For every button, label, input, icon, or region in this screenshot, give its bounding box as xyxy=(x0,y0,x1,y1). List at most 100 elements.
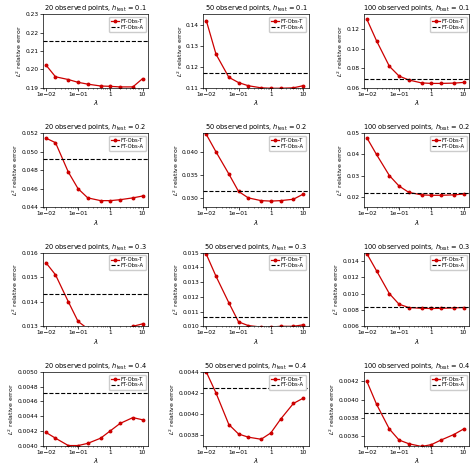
FT-Obs-T xyxy=(226,171,232,177)
Legend: FT-Obs-T, FT-Obs-A: FT-Obs-T, FT-Obs-A xyxy=(109,136,146,151)
FT-Obs-T xyxy=(140,193,146,199)
FT-Obs-T xyxy=(364,16,370,22)
Y-axis label: $L^2$ relative error: $L^2$ relative error xyxy=(172,264,181,316)
FT-Obs-T xyxy=(364,378,370,384)
FT-Obs-T xyxy=(291,323,296,329)
FT-Obs-T xyxy=(98,327,103,333)
Legend: FT-Obs-T, FT-Obs-A: FT-Obs-T, FT-Obs-A xyxy=(269,255,306,270)
FT-Obs-T xyxy=(406,305,411,310)
Line: FT-Obs-T: FT-Obs-T xyxy=(365,252,465,310)
FT-Obs-T xyxy=(117,326,123,332)
Legend: FT-Obs-T, FT-Obs-A: FT-Obs-T, FT-Obs-A xyxy=(269,17,306,32)
FT-Obs-T xyxy=(406,190,411,195)
FT-Obs-T xyxy=(236,431,241,437)
Y-axis label: $L^2$ relative error: $L^2$ relative error xyxy=(11,264,20,316)
X-axis label: $\lambda$: $\lambda$ xyxy=(253,99,259,108)
X-axis label: $\lambda$: $\lambda$ xyxy=(92,456,98,465)
Line: FT-Obs-T: FT-Obs-T xyxy=(45,261,144,331)
FT-Obs-T xyxy=(451,432,457,438)
FT-Obs-T xyxy=(236,319,241,325)
FT-Obs-T xyxy=(246,83,251,89)
FT-Obs-T xyxy=(291,85,296,91)
FT-Obs-T xyxy=(374,152,379,157)
FT-Obs-T xyxy=(246,195,251,201)
FT-Obs-T xyxy=(43,135,49,141)
Line: FT-Obs-T: FT-Obs-T xyxy=(45,64,144,88)
FT-Obs-A xyxy=(428,76,434,82)
FT-Obs-T xyxy=(236,189,241,194)
FT-Obs-T xyxy=(246,434,251,440)
FT-Obs-T xyxy=(268,430,273,436)
FT-Obs-T xyxy=(461,426,466,432)
FT-Obs-T xyxy=(203,132,209,137)
FT-Obs-T xyxy=(278,323,283,329)
FT-Obs-T xyxy=(258,198,264,203)
FT-Obs-T xyxy=(419,192,424,198)
FT-Obs-T xyxy=(246,323,251,328)
Y-axis label: $L^2$ relative error: $L^2$ relative error xyxy=(11,144,20,196)
FT-Obs-T xyxy=(53,435,58,441)
FT-Obs-T xyxy=(461,80,466,85)
FT-Obs-T xyxy=(300,83,306,89)
Line: FT-Obs-T: FT-Obs-T xyxy=(205,133,304,202)
FT-Obs-T xyxy=(53,140,58,146)
FT-Obs-T xyxy=(438,437,444,443)
FT-Obs-T xyxy=(108,428,113,434)
FT-Obs-T xyxy=(374,401,379,407)
FT-Obs-T xyxy=(85,326,91,332)
Title: 100 observed points, $h_{\rm test}$ = 0.3: 100 observed points, $h_{\rm test}$ = 0.… xyxy=(363,243,470,253)
Title: 20 observed points, $h_{\rm test}$ = 0.1: 20 observed points, $h_{\rm test}$ = 0.1 xyxy=(44,4,147,14)
FT-Obs-T xyxy=(130,415,136,420)
Line: FT-Obs-T: FT-Obs-T xyxy=(365,18,465,85)
Legend: FT-Obs-T, FT-Obs-A: FT-Obs-T, FT-Obs-A xyxy=(269,374,306,390)
FT-Obs-T xyxy=(461,305,466,310)
FT-Obs-T xyxy=(65,443,71,448)
FT-Obs-T xyxy=(419,444,424,449)
Line: FT-Obs-T: FT-Obs-T xyxy=(205,253,304,328)
FT-Obs-T xyxy=(451,305,457,311)
FT-Obs-T xyxy=(65,299,71,305)
FT-Obs-T xyxy=(428,81,434,86)
FT-Obs-T xyxy=(419,305,424,311)
FT-Obs-T xyxy=(140,76,146,82)
FT-Obs-A xyxy=(268,70,273,76)
FT-Obs-T xyxy=(117,84,123,90)
Y-axis label: $L^2$ relative error: $L^2$ relative error xyxy=(332,264,341,316)
Title: 100 observed points, $h_{\rm test}$ = 0.4: 100 observed points, $h_{\rm test}$ = 0.… xyxy=(363,362,470,372)
FT-Obs-T xyxy=(75,443,81,448)
FT-Obs-A xyxy=(428,410,434,416)
FT-Obs-T xyxy=(85,195,91,201)
Legend: FT-Obs-T, FT-Obs-A: FT-Obs-T, FT-Obs-A xyxy=(430,136,466,151)
FT-Obs-T xyxy=(419,80,424,86)
Y-axis label: $L^2$ relative error: $L^2$ relative error xyxy=(336,144,345,196)
Legend: FT-Obs-T, FT-Obs-A: FT-Obs-T, FT-Obs-A xyxy=(430,17,466,32)
FT-Obs-T xyxy=(43,260,49,265)
Y-axis label: $L^2$ relative error: $L^2$ relative error xyxy=(336,25,345,77)
FT-Obs-T xyxy=(203,251,209,257)
FT-Obs-T xyxy=(406,77,411,83)
Line: FT-Obs-T: FT-Obs-T xyxy=(205,371,304,440)
FT-Obs-T xyxy=(85,440,91,446)
FT-Obs-T xyxy=(43,62,49,68)
FT-Obs-T xyxy=(291,401,296,406)
X-axis label: $\lambda$: $\lambda$ xyxy=(253,337,259,346)
FT-Obs-T xyxy=(396,301,402,307)
FT-Obs-T xyxy=(108,83,113,89)
FT-Obs-T xyxy=(130,323,136,329)
FT-Obs-T xyxy=(226,422,232,428)
FT-Obs-T xyxy=(203,18,209,23)
FT-Obs-T xyxy=(108,198,113,203)
X-axis label: $\lambda$: $\lambda$ xyxy=(414,337,419,346)
FT-Obs-T xyxy=(75,80,81,85)
Title: 100 observed points, $h_{\rm test}$ = 0.1: 100 observed points, $h_{\rm test}$ = 0.… xyxy=(363,4,470,14)
FT-Obs-A xyxy=(108,38,113,44)
FT-Obs-T xyxy=(438,192,444,198)
FT-Obs-T xyxy=(258,324,264,330)
FT-Obs-A xyxy=(428,191,434,196)
FT-Obs-A xyxy=(268,385,273,391)
X-axis label: $\lambda$: $\lambda$ xyxy=(253,456,259,465)
FT-Obs-T xyxy=(130,84,136,90)
FT-Obs-T xyxy=(213,51,219,57)
FT-Obs-T xyxy=(268,198,273,204)
FT-Obs-T xyxy=(117,420,123,426)
